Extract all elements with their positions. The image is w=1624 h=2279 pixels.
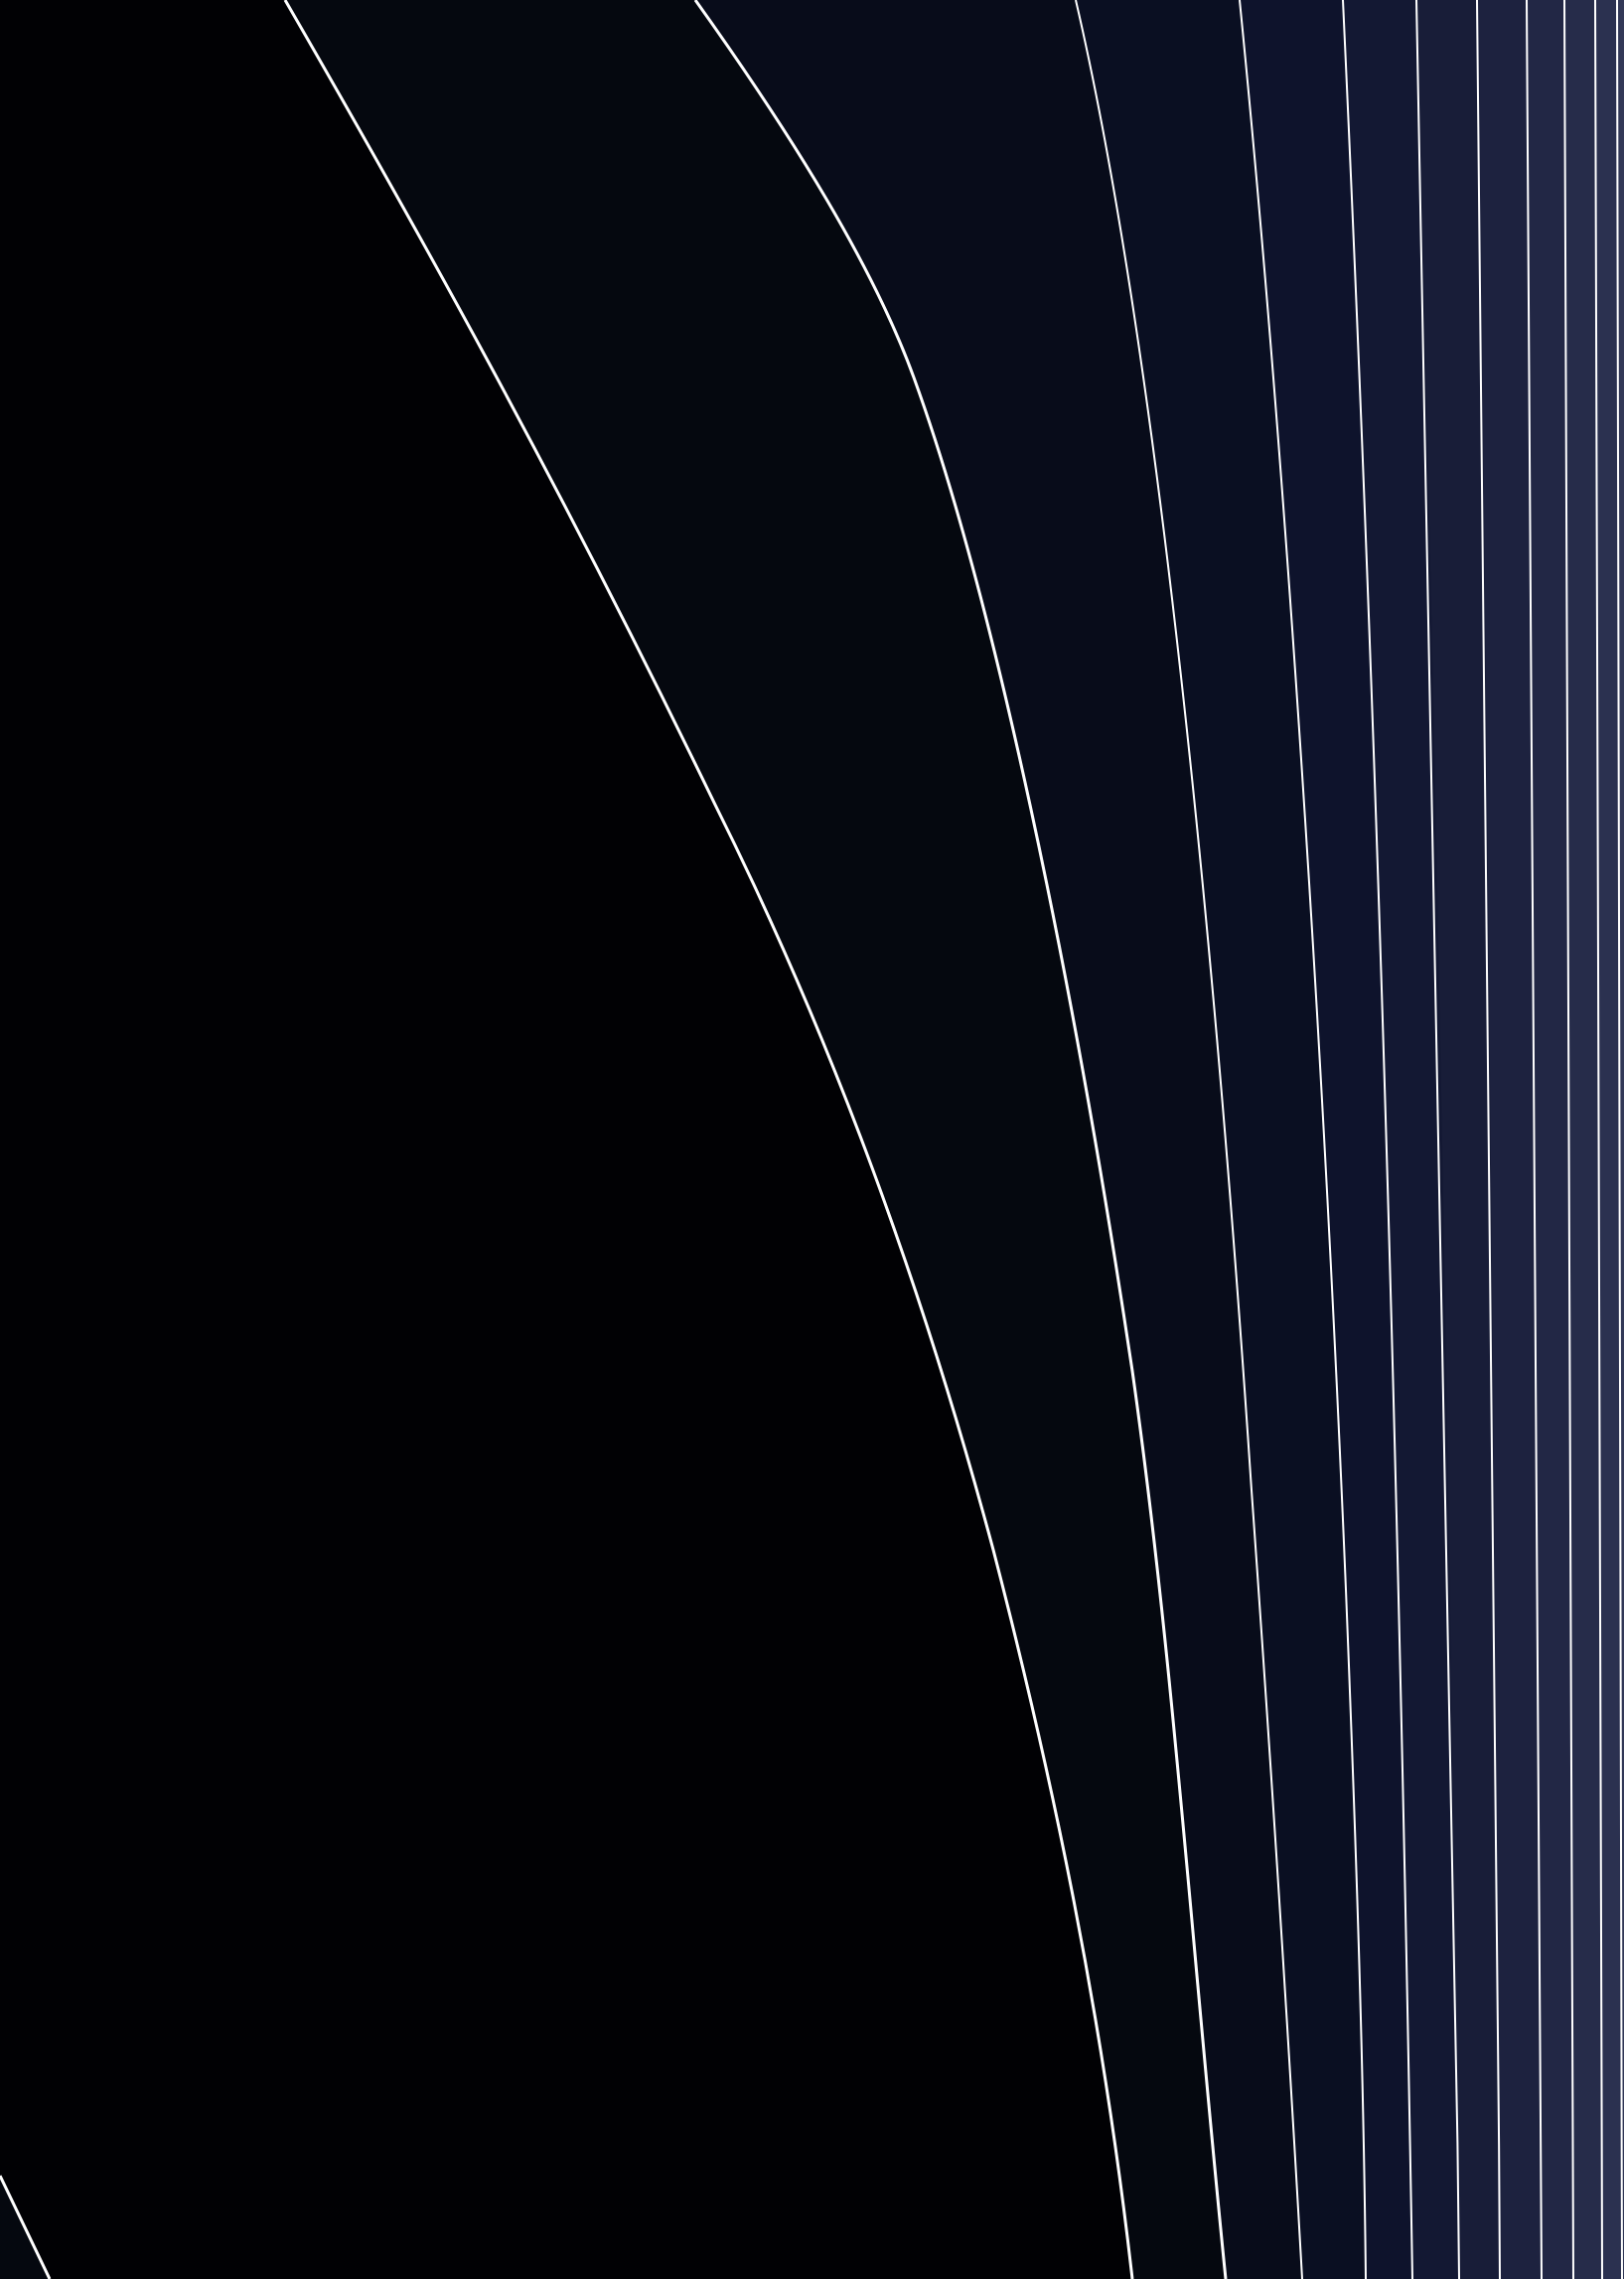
contour-line-9 [1594,0,1603,2279]
contour-line-3 [1239,0,1367,2279]
contour-line-10 [1616,0,1623,2279]
contour-line-7 [1526,0,1543,2279]
contour-band-10 [1595,0,1624,2279]
contour-line-2 [1075,0,1303,2279]
contour-line-8 [1563,0,1574,2279]
contour-line-4 [1342,0,1413,2279]
contour-line-11 [0,2175,52,2279]
contour-line-1 [693,0,1228,2279]
contour-line-0 [283,0,1134,2279]
